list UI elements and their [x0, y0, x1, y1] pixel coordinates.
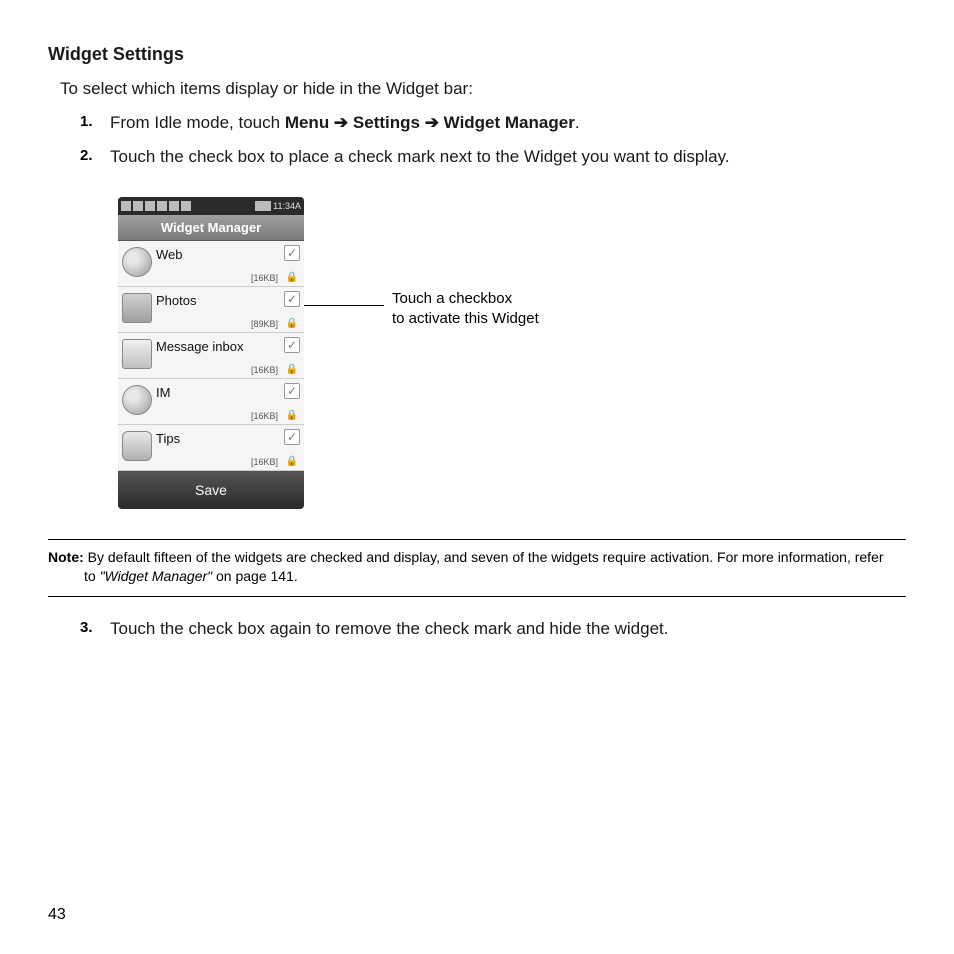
- message-icon: [122, 339, 152, 369]
- widget-size: [16KB]: [251, 365, 278, 375]
- arrow-2: ➔: [420, 113, 444, 132]
- callout-line2: to activate this Widget: [392, 310, 539, 327]
- step-1-number: 1.: [80, 113, 110, 133]
- status-time: 11:34A: [273, 201, 301, 211]
- widget-size: [16KB]: [251, 411, 278, 421]
- status-right: 11:34A: [255, 201, 301, 211]
- status-bar: 11:34A: [118, 197, 304, 215]
- signal-icon: [121, 201, 131, 211]
- widget-size: [16KB]: [251, 457, 278, 467]
- step-3: 3. Touch the check box again to remove t…: [80, 619, 906, 639]
- note-text-1: By default fifteen of the widgets are ch…: [84, 549, 884, 565]
- step-3-number: 3.: [80, 619, 110, 639]
- battery-icon: [255, 201, 271, 211]
- checkbox-im[interactable]: ✓: [284, 383, 300, 399]
- widget-size: [16KB]: [251, 273, 278, 283]
- intro-text: To select which items display or hide in…: [60, 79, 906, 99]
- note-reference: "Widget Manager": [100, 568, 213, 584]
- status-icons-left: [121, 201, 191, 211]
- widget-list: Web ✓ [16KB] 🔒 Photos ✓ [89KB] 🔒 Message…: [118, 241, 304, 471]
- photos-icon: [122, 293, 152, 323]
- widget-item-im[interactable]: IM ✓ [16KB] 🔒: [118, 379, 304, 425]
- menu-label: Menu: [285, 113, 329, 132]
- phone-title-bar: Widget Manager: [118, 215, 304, 241]
- step-2-text: Touch the check box to place a check mar…: [110, 147, 730, 167]
- checkbox-web[interactable]: ✓: [284, 245, 300, 261]
- checkbox-tips[interactable]: ✓: [284, 429, 300, 445]
- note-label: Note:: [48, 549, 84, 565]
- step-3-text: Touch the check box again to remove the …: [110, 619, 669, 639]
- status-icon-3: [145, 201, 155, 211]
- im-icon: [122, 385, 152, 415]
- section-heading: Widget Settings: [48, 44, 906, 65]
- step-2-number: 2.: [80, 147, 110, 167]
- step-1: 1. From Idle mode, touch Menu ➔ Settings…: [80, 113, 906, 133]
- note-block: Note: By default fifteen of the widgets …: [48, 539, 906, 597]
- widget-item-web[interactable]: Web ✓ [16KB] 🔒: [118, 241, 304, 287]
- widget-label: Message inbox: [156, 339, 243, 354]
- status-icon-5: [169, 201, 179, 211]
- arrow-1: ➔: [329, 113, 353, 132]
- lock-icon: 🔒: [286, 318, 298, 329]
- page-number: 43: [48, 906, 66, 924]
- widget-size: [89KB]: [251, 319, 278, 329]
- lock-icon: 🔒: [286, 456, 298, 467]
- widget-label: IM: [156, 385, 170, 400]
- callout-text: Touch a checkbox to activate this Widget: [392, 289, 539, 328]
- lock-icon: 🔒: [286, 410, 298, 421]
- status-icon-4: [157, 201, 167, 211]
- status-icon-2: [133, 201, 143, 211]
- step-2: 2. Touch the check box to place a check …: [80, 147, 906, 167]
- figure: 11:34A Widget Manager Web ✓ [16KB] 🔒 Pho…: [118, 197, 906, 509]
- widget-item-photos[interactable]: Photos ✓ [89KB] 🔒: [118, 287, 304, 333]
- widget-manager-label: Widget Manager: [444, 113, 575, 132]
- settings-label: Settings: [353, 113, 420, 132]
- note-text-2: to: [84, 568, 100, 584]
- status-icon-6: [181, 201, 191, 211]
- step-1-period: .: [575, 113, 580, 132]
- widget-item-tips[interactable]: Tips ✓ [16KB] 🔒: [118, 425, 304, 471]
- callout-line1: Touch a checkbox: [392, 290, 512, 307]
- checkbox-photos[interactable]: ✓: [284, 291, 300, 307]
- note-text-3: on page 141.: [212, 568, 298, 584]
- web-icon: [122, 247, 152, 277]
- lock-icon: 🔒: [286, 272, 298, 283]
- lock-icon: 🔒: [286, 364, 298, 375]
- widget-item-message-inbox[interactable]: Message inbox ✓ [16KB] 🔒: [118, 333, 304, 379]
- widget-label: Photos: [156, 293, 196, 308]
- save-button[interactable]: Save: [118, 471, 304, 509]
- tips-icon: [122, 431, 152, 461]
- phone-screenshot: 11:34A Widget Manager Web ✓ [16KB] 🔒 Pho…: [118, 197, 304, 509]
- widget-label: Web: [156, 247, 183, 262]
- step-1-text: From Idle mode, touch Menu ➔ Settings ➔ …: [110, 113, 580, 133]
- checkbox-message[interactable]: ✓: [284, 337, 300, 353]
- callout-line: [304, 305, 384, 306]
- widget-label: Tips: [156, 431, 180, 446]
- step-1-prefix: From Idle mode, touch: [110, 113, 285, 132]
